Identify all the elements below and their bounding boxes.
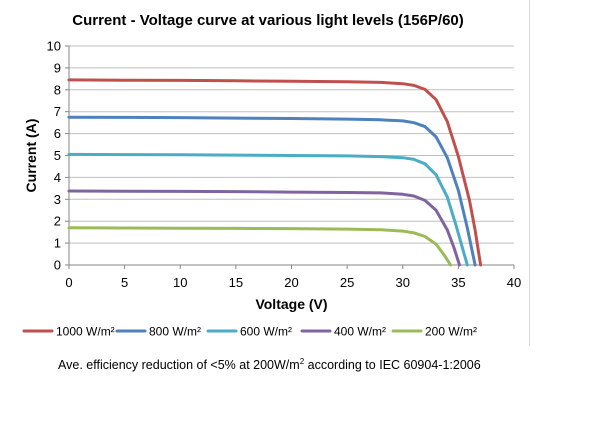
x-tick-label: 0 (65, 275, 72, 290)
series-line-4 (67, 189, 461, 267)
y-tick-label: 3 (54, 192, 61, 207)
y-tick-label: 10 (47, 39, 61, 54)
series-line-1 (67, 78, 483, 267)
footnote-text-4: I (379, 358, 383, 373)
legend-label-1: 1000 W/m² (56, 325, 115, 339)
series-line-2 (67, 115, 477, 267)
x-tick-label: 15 (229, 275, 243, 290)
x-tick-label: 40 (507, 275, 521, 290)
y-tick-label: 0 (54, 258, 61, 273)
x-tick-label: 35 (451, 275, 465, 290)
series-lines (67, 78, 483, 267)
y-tick-label: 2 (54, 214, 61, 229)
y-axis-label: Current (A) (23, 119, 39, 193)
labels: 0 1 2 3 4 5 6 7 8 9 10 0 5 10 15 20 25 30 35 40 Current - Vo… (23, 12, 521, 312)
legend-label-3: 600 W/m² (240, 325, 292, 339)
series-line-3 (67, 152, 469, 267)
legend-label-5: 200 W/m² (425, 325, 477, 339)
legend-label-4: 400 W/m² (334, 325, 386, 339)
x-tick-label: 25 (340, 275, 354, 290)
legend-label-2: 800 W/m² (149, 325, 201, 339)
footnote-sup: 2 (299, 357, 305, 366)
chart-title: Current - Voltage curve at various light… (72, 12, 464, 29)
x-tick-label: 10 (173, 275, 187, 290)
x-axis-label: Voltage (V) (255, 296, 327, 312)
footnote-text-5: EC 60904-1:2006 (382, 358, 481, 373)
footnote-text-3: according to (304, 358, 380, 373)
y-tick-label: 7 (54, 104, 61, 119)
y-tick-label: 5 (54, 148, 61, 163)
footnote: Ave. efficiency reduction of <5% at 200W… (58, 357, 481, 372)
series-line-5 (67, 226, 453, 267)
x-tick-label: 30 (396, 275, 410, 290)
y-tick-label: 1 (54, 236, 61, 251)
legend: 1000 W/m² 800 W/m² 600 W/m² 400 W/m² 200 W/m… (22, 325, 477, 339)
x-tick-label: 5 (121, 275, 128, 290)
y-tick-label: 6 (54, 126, 61, 141)
gridlines (69, 45, 514, 244)
y-tick-label: 4 (54, 170, 61, 185)
y-tick-label: 9 (54, 60, 61, 75)
y-tick-label: 8 (54, 82, 61, 97)
footnote-text-2: . efficiency reduction of <5% at 200W/m (79, 358, 300, 373)
footnote-text-1: Ave (58, 358, 80, 373)
x-tick-label: 20 (284, 275, 298, 290)
